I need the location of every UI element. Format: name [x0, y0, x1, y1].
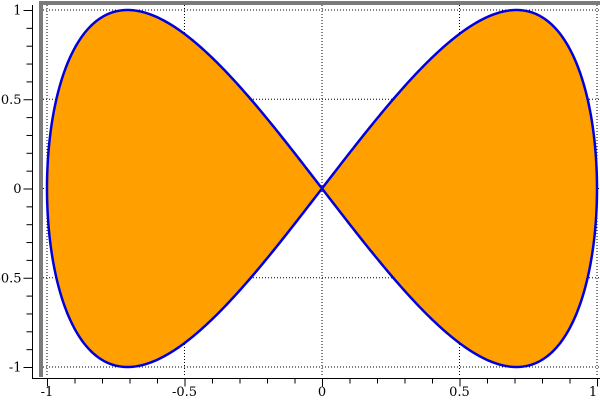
- y-tick-label: 0: [13, 182, 21, 197]
- y-tick-label: -0.5: [0, 271, 22, 286]
- y-tick-label: 1: [13, 4, 21, 19]
- x-tick-label: 0.5: [449, 385, 470, 400]
- y-tick-label: 0.5: [1, 93, 22, 108]
- y-tick-label: -1: [9, 361, 22, 376]
- lissajous-curve: [45, 8, 599, 369]
- x-tick-label: 0: [318, 385, 326, 400]
- x-tick-label: 1: [589, 385, 597, 400]
- x-tick-label: -1: [41, 385, 54, 400]
- x-tick-label: -0.5: [172, 385, 197, 400]
